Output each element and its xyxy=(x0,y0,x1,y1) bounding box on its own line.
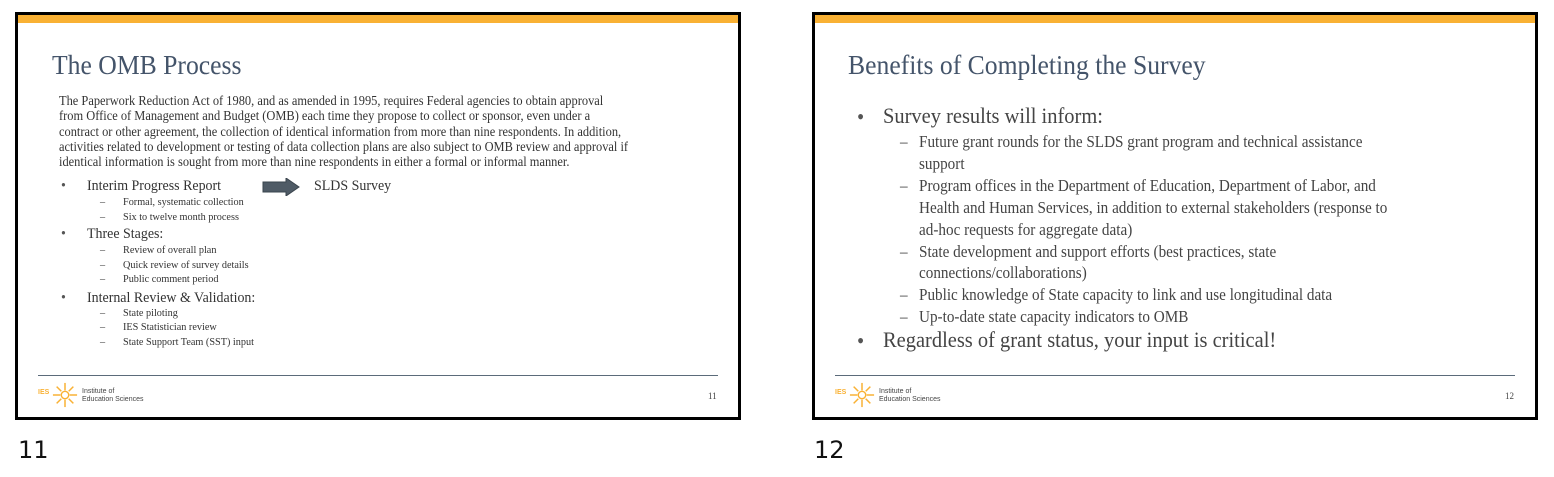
bullet-icon: • xyxy=(61,290,66,306)
sub-bullet-text: Future grant rounds for the SLDS grant p… xyxy=(919,132,1363,151)
sun-icon xyxy=(849,382,875,408)
dash-icon: – xyxy=(100,321,106,333)
ies-logo: IES Institute of Education Sciences xyxy=(835,381,965,409)
arrow-right-icon xyxy=(262,178,300,196)
paragraph-line: from Office of Management and Budget (OM… xyxy=(59,108,591,124)
bullet-icon: • xyxy=(61,178,66,194)
slide-title: The OMB Process xyxy=(52,50,242,80)
bullet-text: Internal Review & Validation: xyxy=(87,290,256,306)
dash-icon: – xyxy=(100,259,106,271)
footer-divider xyxy=(835,375,1515,376)
footer-divider xyxy=(38,375,718,376)
dash-icon: – xyxy=(900,285,908,305)
dash-icon: – xyxy=(900,132,908,151)
dash-icon: – xyxy=(900,175,908,195)
dash-icon: – xyxy=(100,244,106,256)
dash-icon: – xyxy=(100,336,106,348)
sub-bullet-text: ad-hoc requests for aggregate data) xyxy=(919,219,1133,239)
sub-bullet-text: State piloting xyxy=(123,307,178,319)
sub-bullet-text: Health and Human Services, in addition t… xyxy=(919,197,1388,217)
paragraph-line: identical information is sought from mor… xyxy=(59,154,570,170)
paragraph-line: contract or other agreement, the collect… xyxy=(59,123,622,139)
sub-bullet-text: Public comment period xyxy=(123,273,219,285)
accent-bar xyxy=(18,15,738,23)
slide-caption: 12 xyxy=(814,436,845,464)
bullet-text: Regardless of grant status, your input i… xyxy=(883,327,1277,352)
sun-icon xyxy=(52,382,78,408)
bullet-icon: • xyxy=(857,104,865,129)
sub-bullet-text: State development and support efforts (b… xyxy=(919,241,1277,261)
accent-bar xyxy=(815,15,1535,23)
sub-bullet-text: Public knowledge of State capacity to li… xyxy=(919,285,1333,305)
sub-bullet-text: Up-to-date state capacity indicators to … xyxy=(919,307,1189,327)
dash-icon: – xyxy=(100,273,106,285)
arrow-target-label: SLDS Survey xyxy=(314,178,392,194)
ies-logo: IES Institute of Education Sciences xyxy=(38,381,168,409)
sub-bullet-text: IES Statistician review xyxy=(123,321,217,333)
sub-bullet-text: State Support Team (SST) input xyxy=(123,336,254,348)
dash-icon: – xyxy=(900,307,908,327)
paragraph-line: The Paperwork Reduction Act of 1980, and… xyxy=(59,93,604,108)
dash-icon: – xyxy=(900,241,908,261)
bullet-text: Three Stages: xyxy=(87,226,164,242)
page-number: 11 xyxy=(708,391,717,401)
slide-11[interactable]: The OMB Process SLDS Survey IES Institut… xyxy=(15,12,741,420)
slide-12[interactable]: Benefits of Completing the Survey • Surv… xyxy=(812,12,1538,420)
dash-icon: – xyxy=(100,196,106,208)
dash-icon: – xyxy=(100,211,106,223)
bullet-icon: • xyxy=(857,328,865,353)
paragraph-line: activities related to development or tes… xyxy=(59,138,629,154)
bullet-text: Survey results will inform: xyxy=(883,103,1103,128)
sub-bullet-text: Program offices in the Department of Edu… xyxy=(919,175,1376,195)
sub-bullet-text: connections/collaborations) xyxy=(919,263,1087,283)
slide-caption: 11 xyxy=(18,436,49,464)
sub-bullet-text: Formal, systematic collection xyxy=(123,196,244,208)
bullet-icon: • xyxy=(61,226,66,242)
sub-bullet-text: Six to twelve month process xyxy=(123,211,239,223)
page-number: 12 xyxy=(1505,391,1514,401)
dash-icon: – xyxy=(100,307,106,319)
sub-bullet-text: support xyxy=(919,153,965,173)
bullet-text: Interim Progress Report xyxy=(87,178,222,194)
sub-bullet-text: Review of overall plan xyxy=(123,244,217,256)
sub-bullet-text: Quick review of survey details xyxy=(123,259,249,271)
slide-title: Benefits of Completing the Survey xyxy=(848,50,1206,80)
